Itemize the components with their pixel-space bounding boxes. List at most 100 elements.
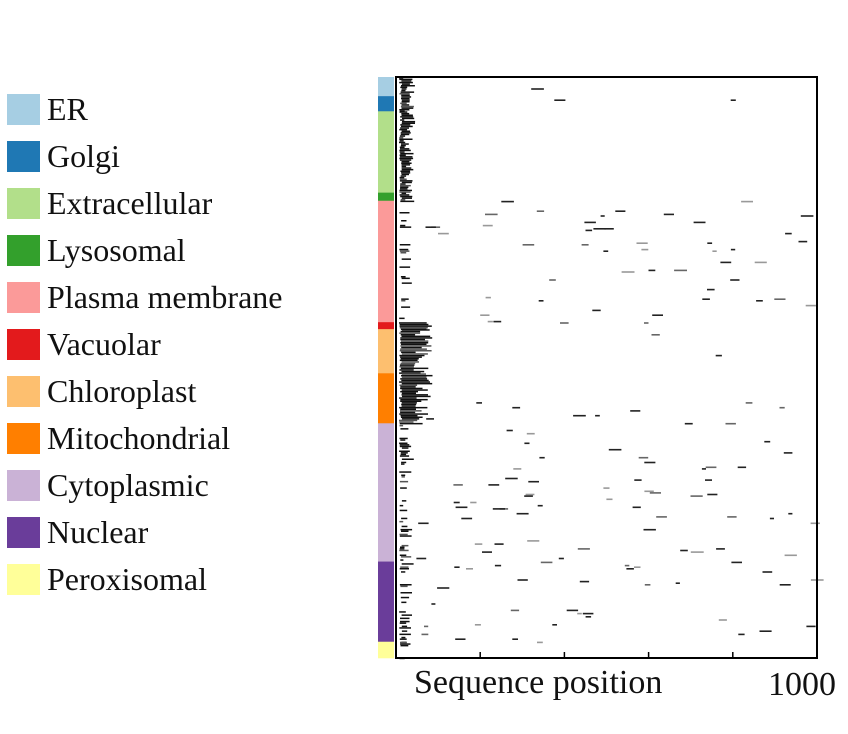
heat-cell: [400, 343, 427, 346]
legend-label: Cytoplasmic: [47, 467, 209, 503]
heat-cell: [399, 266, 411, 268]
heat-cell: [806, 625, 816, 628]
heat-cell: [482, 551, 492, 553]
heat-cell: [401, 277, 410, 280]
legend-item-peroxisomal: Peroxisomal: [7, 563, 207, 595]
heat-cell: [399, 627, 411, 629]
heat-cell: [648, 269, 656, 272]
heat-cell: [400, 428, 409, 430]
heat-cell: [399, 622, 407, 624]
attention-cells: [399, 77, 824, 660]
legend-item-nuclear: Nuclear: [7, 516, 148, 548]
heat-cell: [401, 403, 417, 406]
legend-label: Vacuolar: [47, 326, 161, 362]
legend-item-er: ER: [7, 93, 88, 125]
heat-cell: [527, 540, 540, 542]
heat-cell: [603, 250, 609, 252]
legend-label: Golgi: [47, 138, 120, 174]
heat-cell: [401, 94, 410, 97]
heat-cell: [400, 276, 406, 278]
heat-cell: [401, 474, 406, 476]
heat-cell: [401, 418, 420, 420]
heat-cell: [510, 609, 520, 612]
heat-cell: [401, 463, 405, 465]
category-segment-cytoplasmic: [378, 423, 394, 562]
heat-cell: [549, 279, 556, 281]
category-segment-lysosomal: [378, 192, 394, 202]
heat-cell: [401, 99, 410, 101]
heat-cell: [401, 625, 408, 628]
heat-cell: [513, 468, 522, 470]
heat-cell: [399, 364, 415, 366]
heat-cell: [438, 232, 449, 235]
legend-swatch: [7, 187, 40, 219]
heat-cell: [399, 78, 413, 81]
heat-cell: [401, 88, 407, 90]
heat-cell: [585, 616, 592, 618]
heat-cell: [399, 397, 417, 399]
heat-cell: [400, 416, 423, 418]
heat-cell: [644, 461, 656, 464]
heat-cell: [399, 638, 407, 640]
heat-cell: [693, 221, 706, 224]
heat-cell: [524, 495, 533, 497]
heat-cell: [399, 325, 432, 327]
heat-cell: [400, 199, 406, 201]
heat-cell: [400, 592, 412, 594]
heat-cell: [566, 609, 579, 612]
heat-cell: [401, 167, 412, 169]
heat-cell: [603, 487, 610, 489]
heat-cell: [400, 186, 409, 188]
heat-cell: [400, 644, 409, 647]
heat-cell: [399, 140, 404, 142]
heat-cell: [399, 548, 405, 550]
heat-cell: [716, 548, 725, 550]
heat-cell: [701, 468, 706, 470]
heat-cell: [401, 458, 414, 460]
category-segment-er: [378, 77, 394, 97]
heat-cell: [762, 571, 773, 573]
heat-cell: [399, 384, 418, 386]
heat-cell: [401, 101, 410, 103]
heat-cell: [401, 402, 417, 404]
heat-cell: [455, 638, 466, 640]
heat-cell: [402, 120, 416, 123]
heat-cell: [634, 566, 641, 568]
heat-cell: [402, 329, 430, 331]
heat-cell: [399, 633, 411, 636]
heat-cell: [399, 422, 423, 425]
heat-cell: [437, 587, 450, 589]
heat-cell: [401, 125, 413, 128]
heat-cell: [581, 244, 589, 246]
heat-cell: [455, 506, 468, 509]
heat-cell: [399, 159, 412, 161]
heat-cell: [401, 614, 412, 616]
heat-cell: [399, 180, 413, 182]
category-segment-golgi: [378, 96, 394, 112]
heat-cell: [537, 641, 543, 644]
heat-cell: [707, 493, 718, 496]
heat-cell: [560, 322, 569, 324]
heat-cell: [399, 178, 407, 180]
heat-cell: [400, 200, 415, 203]
heat-cell: [606, 498, 613, 501]
heat-cell: [401, 351, 416, 354]
legend-item-vacuolar: Vacuolar: [7, 328, 161, 360]
heat-cell: [401, 374, 433, 377]
heat-cell: [466, 568, 473, 570]
heat-cell: [674, 269, 687, 272]
heat-cell: [636, 242, 648, 244]
heat-cell: [461, 517, 473, 520]
heat-cell: [737, 466, 747, 469]
x-tick-label: 1000: [768, 666, 836, 703]
heat-cell: [400, 596, 410, 599]
heat-cell: [754, 261, 767, 264]
heat-cell: [399, 437, 408, 440]
heat-cell: [634, 479, 642, 481]
heat-cell: [649, 492, 661, 494]
heat-cell: [401, 394, 428, 396]
category-color-bar: [378, 77, 394, 659]
heat-cell: [595, 414, 600, 417]
heat-cell: [401, 114, 413, 116]
heat-cell: [705, 466, 717, 469]
